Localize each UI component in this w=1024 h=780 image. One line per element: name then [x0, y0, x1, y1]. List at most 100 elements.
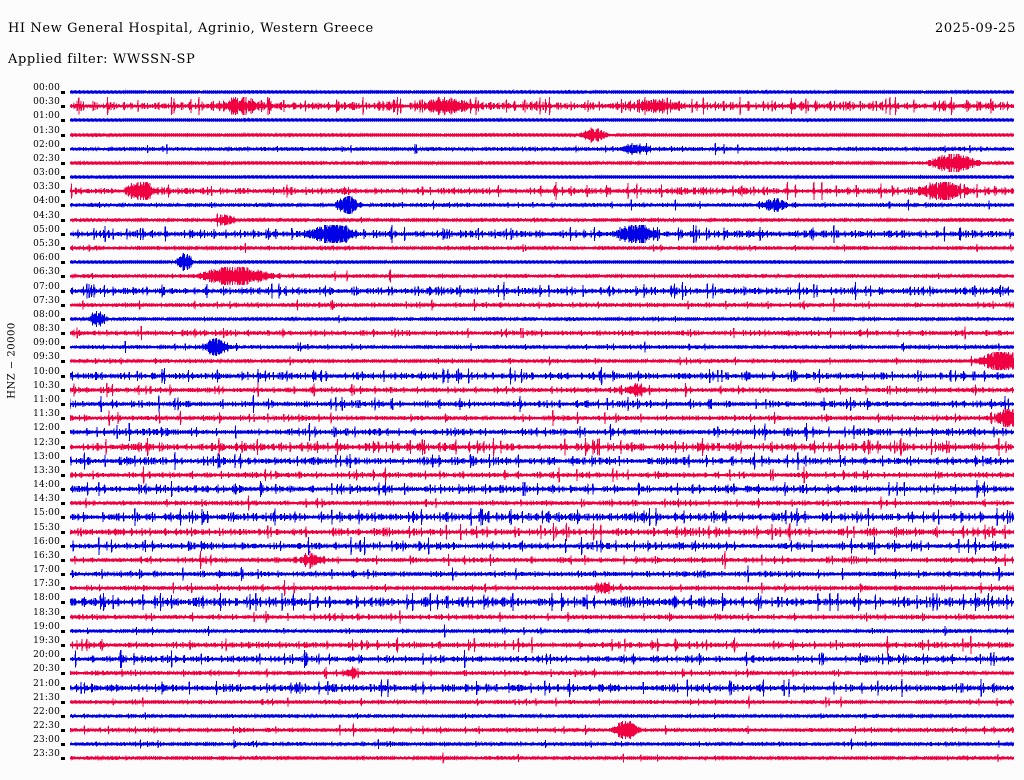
trace-row: 11:30 — [0, 409, 1024, 428]
trace-time-label: 11:00 — [33, 394, 60, 405]
axis-tick-mark — [61, 686, 65, 690]
trace-time-label: 15:30 — [33, 522, 60, 533]
axis-tick-mark — [61, 303, 65, 307]
trace-row: 11:00 — [0, 395, 1024, 414]
seismic-trace — [70, 196, 1014, 215]
trace-time-label: 06:00 — [33, 253, 60, 264]
trace-time-label: 20:00 — [33, 650, 60, 661]
trace-time-label: 14:00 — [33, 480, 60, 491]
axis-tick-mark — [61, 232, 65, 236]
seismic-trace — [70, 624, 1014, 638]
axis-tick-mark — [61, 246, 65, 250]
axis-tick-mark — [61, 204, 65, 208]
trace-row: 03:00 — [0, 169, 1024, 187]
trace-time-label: 13:30 — [33, 465, 60, 476]
seismic-trace — [70, 338, 1014, 357]
trace-row: 18:30 — [0, 608, 1024, 627]
seismic-trace — [70, 593, 1014, 612]
seismic-trace — [70, 565, 1014, 583]
trace-time-label: 16:00 — [33, 536, 60, 547]
trace-row: 09:30 — [0, 352, 1024, 371]
trace-time-label: 12:30 — [33, 437, 60, 448]
trace-time-label: 00:30 — [33, 97, 60, 108]
trace-row: 17:30 — [0, 580, 1024, 598]
seismic-trace — [70, 609, 1014, 624]
trace-row: 06:00 — [0, 253, 1024, 272]
seismic-trace — [70, 721, 1014, 739]
trace-time-label: 04:00 — [33, 196, 60, 207]
trace-time-label: 06:30 — [33, 267, 60, 278]
axis-tick-mark — [61, 417, 65, 421]
axis-tick-mark — [61, 261, 65, 265]
page-title: HI New General Hospital, Agrinio, Wester… — [8, 21, 374, 36]
seismic-trace — [70, 437, 1014, 456]
trace-time-label: 21:30 — [33, 692, 60, 703]
trace-row: 07:00 — [0, 281, 1024, 301]
record-date: 2025-09-25 — [935, 21, 1016, 36]
axis-tick-mark — [61, 615, 65, 619]
seismic-trace — [70, 253, 1014, 271]
trace-time-label: 10:30 — [33, 380, 60, 391]
axis-tick-mark — [61, 360, 65, 364]
trace-row: 23:30 — [0, 750, 1024, 768]
axis-tick-mark — [61, 459, 65, 463]
axis-tick-mark — [61, 161, 65, 165]
applied-filter-label: Applied filter: WWSSN-SP — [8, 52, 196, 67]
axis-tick-mark — [61, 119, 65, 123]
axis-tick-mark — [61, 473, 65, 477]
trace-time-label: 17:00 — [33, 565, 60, 576]
trace-time-label: 07:30 — [33, 295, 60, 306]
seismic-trace — [70, 650, 1014, 669]
axis-tick-mark — [61, 488, 65, 492]
axis-tick-mark — [61, 289, 65, 293]
trace-row: 10:00 — [0, 366, 1024, 386]
axis-tick-mark — [61, 147, 65, 151]
seismic-trace — [70, 366, 1014, 385]
trace-row: 12:30 — [0, 437, 1024, 457]
axis-tick-mark — [61, 502, 65, 506]
seismic-trace — [70, 97, 1014, 116]
seismic-trace — [70, 242, 1014, 254]
trace-time-label: 08:30 — [33, 324, 60, 335]
trace-row: 14:30 — [0, 495, 1024, 513]
trace-time-label: 18:00 — [33, 593, 60, 604]
axis-tick-mark — [61, 176, 65, 180]
seismic-trace — [70, 154, 1014, 172]
trace-time-label: 00:00 — [33, 83, 60, 93]
trace-time-label: 11:30 — [33, 409, 60, 420]
trace-time-label: 22:00 — [33, 706, 60, 717]
trace-time-label: 16:30 — [33, 550, 60, 561]
seismic-trace — [70, 712, 1014, 720]
seismic-trace — [70, 89, 1014, 95]
axis-tick-mark — [61, 714, 65, 718]
trace-time-label: 03:00 — [33, 168, 60, 179]
seismic-trace — [70, 224, 1014, 243]
trace-time-label: 13:00 — [33, 451, 60, 462]
axis-tick-mark — [61, 544, 65, 548]
seismic-trace — [70, 495, 1014, 511]
seismic-trace — [70, 395, 1014, 413]
trace-time-label: 19:00 — [33, 621, 60, 632]
seismic-trace — [70, 451, 1014, 470]
trace-time-label: 02:30 — [33, 153, 60, 164]
axis-tick-mark — [61, 105, 65, 109]
trace-row: 23:00 — [0, 736, 1024, 754]
axis-tick-mark — [61, 672, 65, 676]
trace-time-label: 23:30 — [33, 749, 60, 760]
seismic-trace — [70, 126, 1014, 143]
trace-row: 00:30 — [0, 97, 1024, 116]
trace-row: 21:30 — [0, 693, 1024, 712]
seismic-trace — [70, 281, 1014, 300]
trace-row: 01:00 — [0, 112, 1024, 130]
axis-tick-mark — [61, 743, 65, 747]
trace-row: 13:00 — [0, 451, 1024, 471]
trace-row: 15:30 — [0, 522, 1024, 542]
axis-tick-mark — [61, 388, 65, 392]
axis-tick-mark — [61, 190, 65, 194]
seismic-trace — [70, 508, 1014, 527]
trace-row: 19:30 — [0, 636, 1024, 655]
trace-time-label: 01:00 — [33, 111, 60, 122]
seismic-trace — [70, 267, 1014, 286]
seismic-trace — [70, 409, 1014, 427]
trace-time-label: 12:00 — [33, 423, 60, 434]
